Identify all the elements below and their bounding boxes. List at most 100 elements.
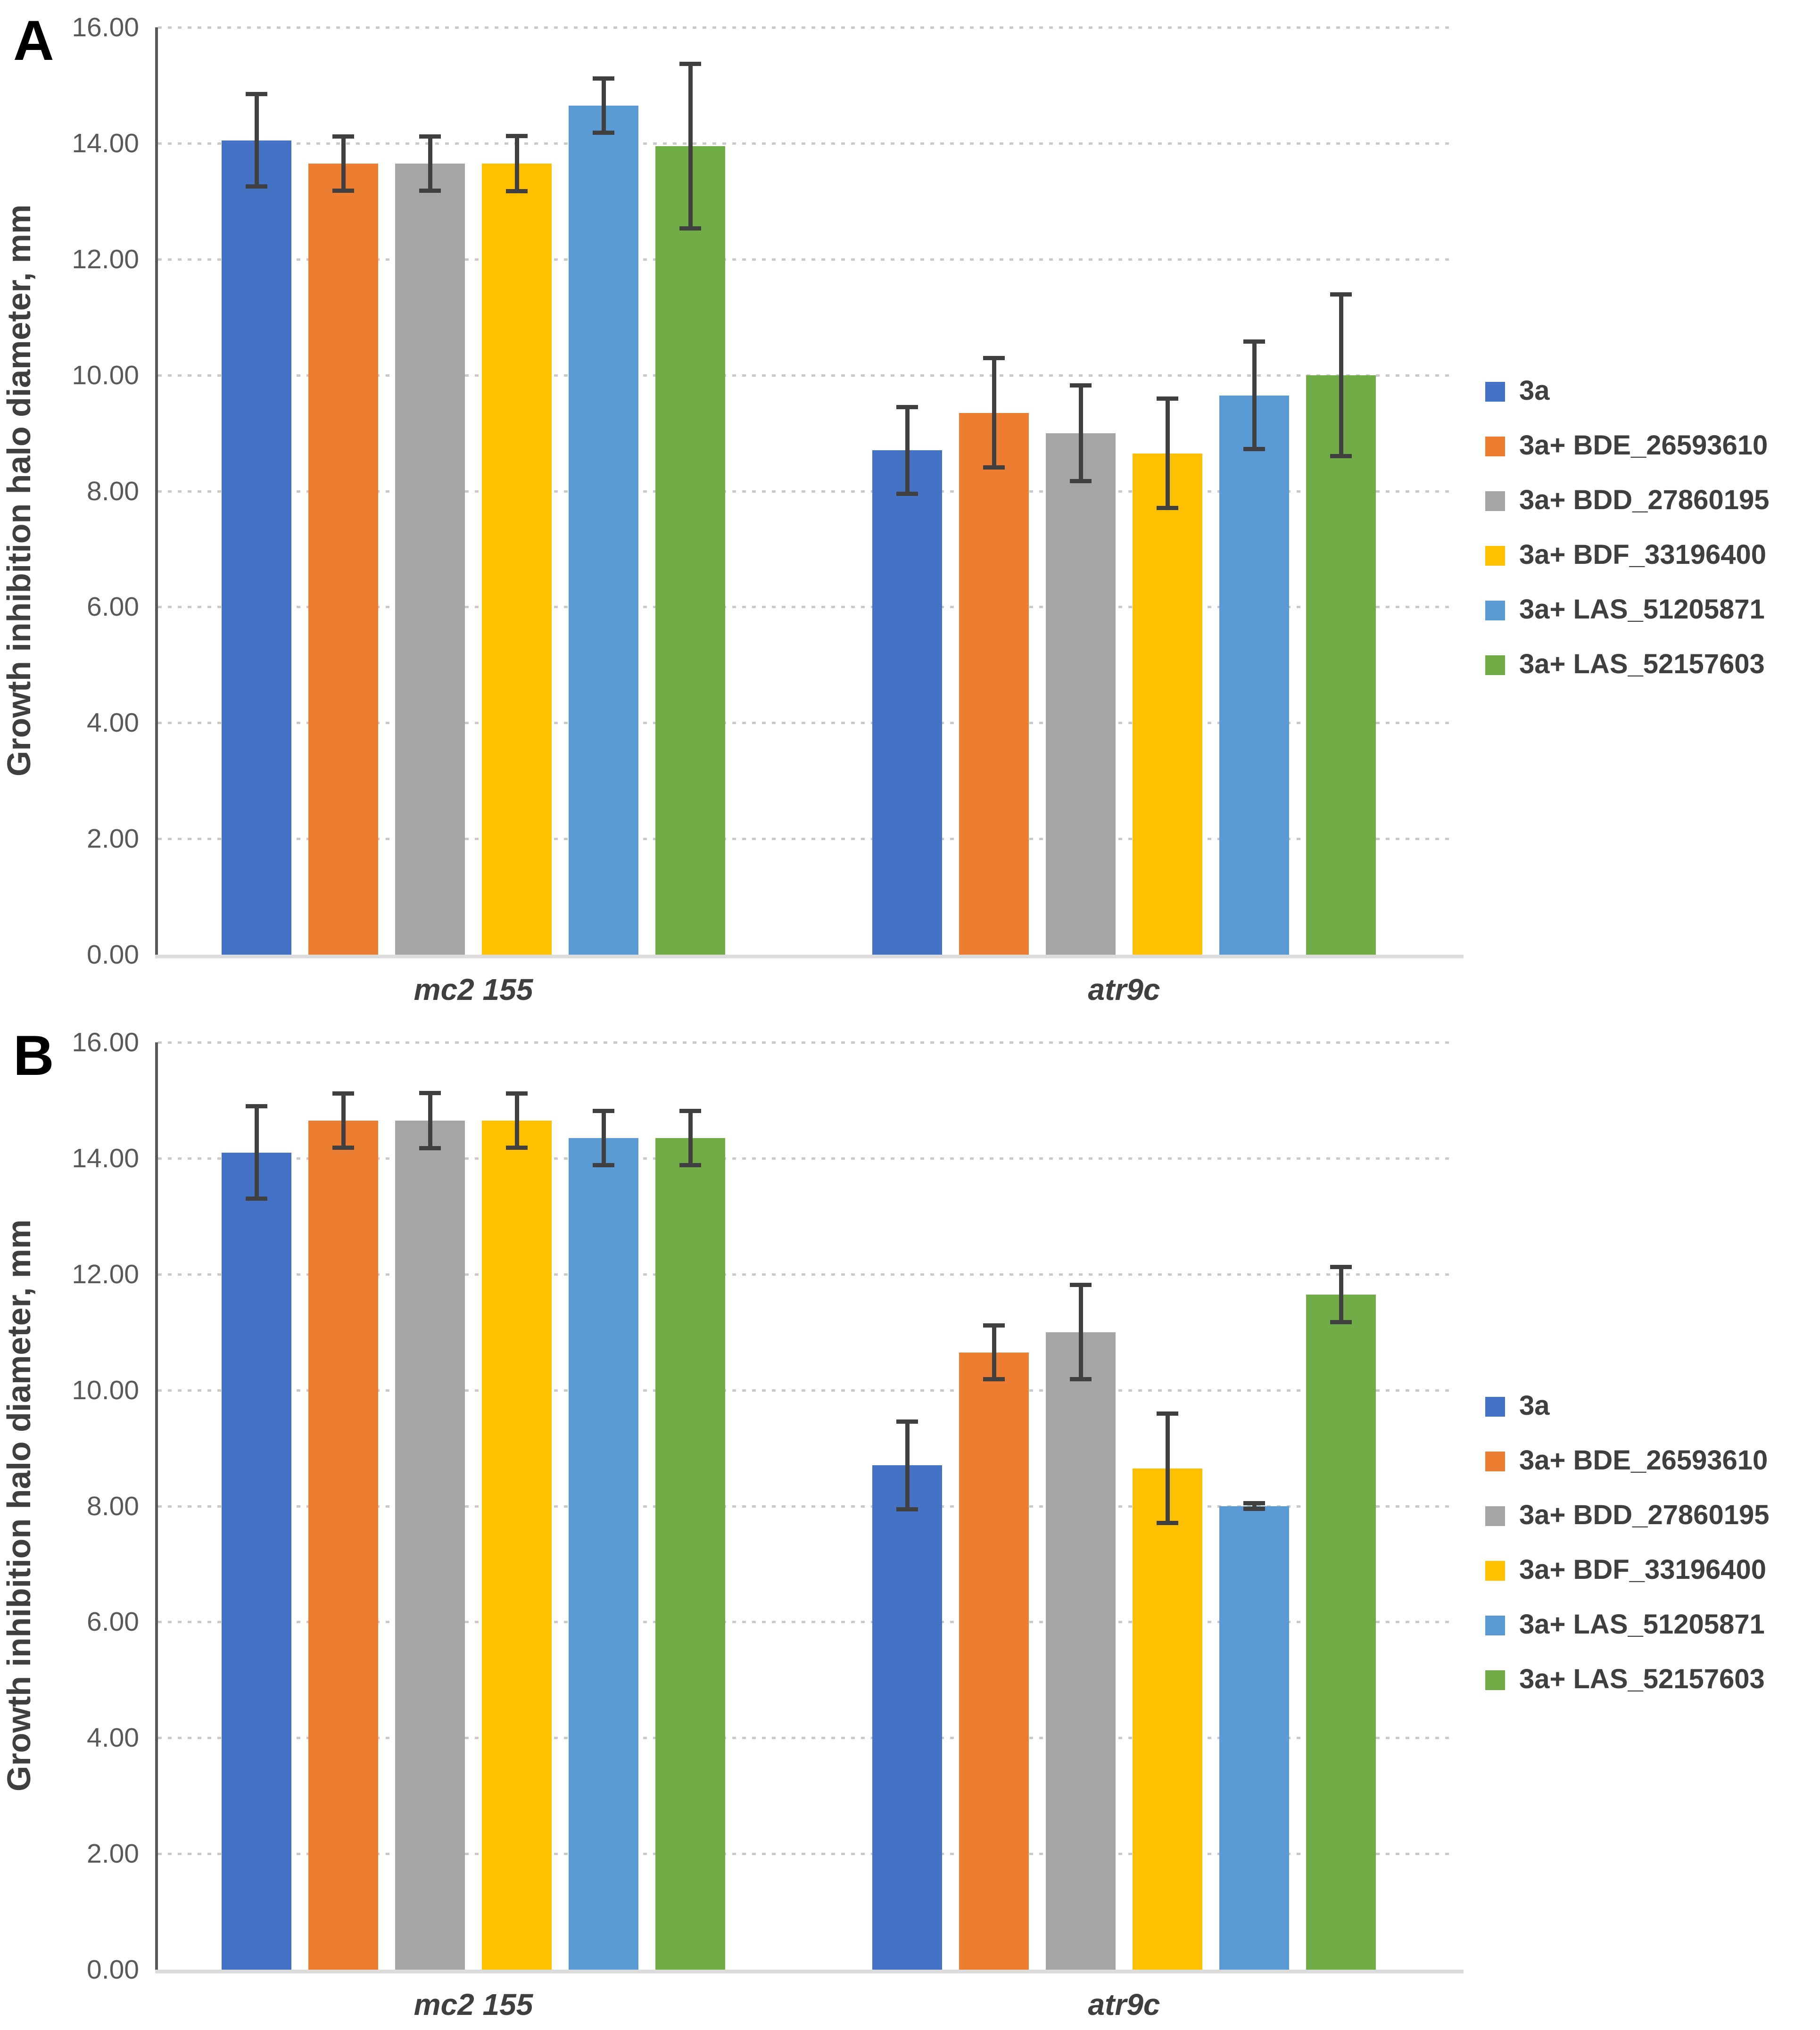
error-bar-cap-top — [419, 134, 441, 139]
error-bar-cap-bottom — [419, 1146, 441, 1150]
error-bar-cap-top — [506, 1091, 528, 1096]
y-gridline — [158, 490, 1452, 493]
bar — [569, 105, 638, 955]
error-bar-cap-bottom — [1330, 454, 1352, 458]
x-category-label: mc2 155 — [414, 973, 533, 1007]
error-bar — [428, 136, 432, 191]
error-bar-cap-top — [593, 76, 614, 81]
error-bar-cap-bottom — [1070, 479, 1092, 483]
x-category-label: atr9c — [1088, 1988, 1160, 2022]
error-bar-cap-top — [1070, 383, 1092, 388]
bar — [872, 450, 942, 955]
y-tick-label: 16.00 — [72, 12, 139, 42]
x-axis-line — [155, 1970, 1464, 1973]
error-bar — [514, 135, 519, 191]
error-bar-cap-top — [1330, 292, 1352, 297]
error-bar — [1339, 294, 1343, 456]
error-bar — [905, 1421, 910, 1510]
bar — [655, 1138, 725, 1970]
error-bar-cap-bottom — [419, 188, 441, 193]
error-bar-cap-bottom — [593, 1163, 614, 1167]
legend-label: 3a+ LAS_51205871 — [1519, 1609, 1765, 1640]
error-bar-cap-top — [1157, 396, 1178, 401]
legend-label: 3a+ BDE_26593610 — [1519, 1445, 1768, 1476]
y-tick-label: 0.00 — [87, 940, 139, 970]
error-bar-cap-top — [896, 1419, 918, 1424]
legend-swatch — [1485, 601, 1505, 620]
error-bar-cap-bottom — [246, 184, 267, 189]
error-bar — [601, 78, 606, 133]
y-tick-label: 8.00 — [87, 476, 139, 506]
error-bar — [1165, 398, 1170, 509]
error-bar — [1078, 1284, 1083, 1380]
error-bar-cap-top — [246, 1104, 267, 1109]
y-gridline — [158, 1737, 1452, 1740]
error-bar — [1165, 1413, 1170, 1524]
error-bar — [688, 64, 693, 229]
y-tick-label: 8.00 — [87, 1491, 139, 1521]
error-bar-cap-top — [983, 1323, 1005, 1328]
bar — [872, 1465, 942, 1970]
error-bar-cap-bottom — [896, 1507, 918, 1511]
bar — [1133, 1468, 1202, 1970]
error-bar — [254, 1106, 259, 1199]
error-bar-cap-top — [1243, 1501, 1265, 1506]
y-gridline — [158, 374, 1452, 377]
y-gridline — [158, 1621, 1452, 1624]
bar — [959, 413, 1029, 955]
bar — [655, 146, 725, 955]
bar — [1133, 453, 1202, 955]
error-bar-cap-bottom — [896, 491, 918, 496]
legend-swatch — [1485, 1506, 1505, 1526]
error-bar-cap-bottom — [332, 188, 354, 193]
bar — [395, 163, 465, 955]
y-tick-label: 10.00 — [72, 1375, 139, 1405]
error-bar-cap-top — [1157, 1411, 1178, 1416]
x-axis-line — [155, 955, 1464, 958]
error-bar — [688, 1111, 693, 1165]
legend-swatch — [1485, 1561, 1505, 1581]
legend-label: 3a+ BDF_33196400 — [1519, 539, 1767, 570]
legend-label: 3a+ BDE_26593610 — [1519, 430, 1768, 461]
error-bar — [1339, 1266, 1343, 1322]
y-gridline — [158, 142, 1452, 145]
y-gridline — [158, 1853, 1452, 1856]
legend-swatch — [1485, 491, 1505, 511]
error-bar-cap-top — [332, 1091, 354, 1096]
legend-label: 3a — [1519, 1390, 1550, 1421]
bar — [395, 1120, 465, 1970]
error-bar-cap-bottom — [1157, 506, 1178, 511]
error-bar-cap-top — [679, 1109, 701, 1114]
y-tick-label: 6.00 — [87, 592, 139, 622]
bar — [1219, 395, 1289, 955]
y-tick-label: 4.00 — [87, 1723, 139, 1753]
error-bar — [341, 1093, 346, 1148]
legend-swatch — [1485, 655, 1505, 675]
error-bar — [341, 136, 346, 191]
y-gridline — [158, 722, 1452, 725]
legend-swatch — [1485, 1670, 1505, 1690]
legend-label: 3a+ LAS_52157603 — [1519, 649, 1765, 679]
y-tick-label: 16.00 — [72, 1027, 139, 1057]
error-bar-cap-bottom — [593, 130, 614, 135]
panel-letter: B — [13, 1024, 54, 1087]
error-bar-cap-top — [896, 405, 918, 410]
error-bar — [514, 1093, 519, 1148]
bar — [1306, 375, 1376, 955]
y-tick-label: 0.00 — [87, 1955, 139, 1985]
legend-label: 3a+ BDD_27860195 — [1519, 485, 1770, 515]
y-tick-label: 14.00 — [72, 1143, 139, 1173]
bar — [482, 163, 552, 955]
error-bar-cap-bottom — [1330, 1320, 1352, 1324]
legend-swatch — [1485, 546, 1505, 566]
error-bar — [1252, 1503, 1257, 1509]
y-tick-label: 10.00 — [72, 360, 139, 390]
bar — [1046, 433, 1116, 955]
y-tick-label: 6.00 — [87, 1607, 139, 1637]
legend-swatch — [1485, 382, 1505, 402]
error-bar-cap-top — [506, 133, 528, 138]
error-bar-cap-bottom — [1243, 1506, 1265, 1511]
error-bar-cap-top — [593, 1109, 614, 1114]
y-gridline — [158, 1041, 1452, 1044]
